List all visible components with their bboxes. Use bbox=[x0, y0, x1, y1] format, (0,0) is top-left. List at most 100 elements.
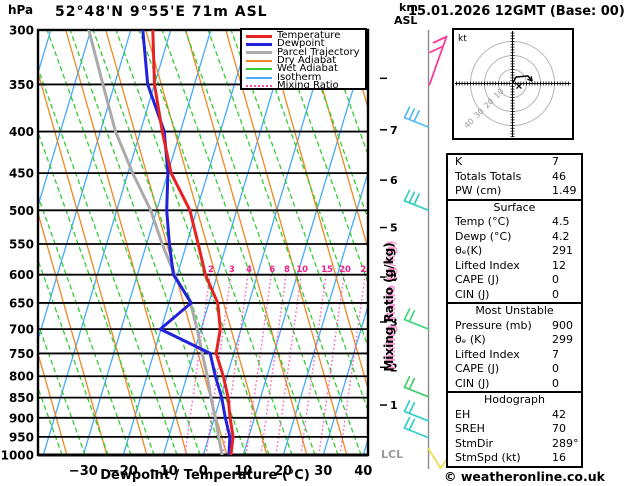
wind-barb-column bbox=[403, 30, 448, 469]
pressure-axis-labels: 300 350 400 450 500 550 600 650 700 750 800 850 900 9… bbox=[1, 24, 34, 463]
pressure-tick-label: 650 bbox=[9, 296, 34, 310]
wet-adiabat-line bbox=[115, 30, 270, 455]
pressure-tick-label: 400 bbox=[9, 125, 34, 139]
legend-swatch-isotherm bbox=[246, 76, 272, 79]
wet-adiabat-line bbox=[38, 322, 86, 455]
hodograph-unit-label: kt bbox=[458, 34, 467, 44]
stat-value: 0 bbox=[552, 362, 559, 375]
pressure-tick-label: 550 bbox=[9, 237, 34, 251]
stats-section: Surface Temp (°C) 4.5 Dewp (°C) 4.2 θₑ(K) 291 L… bbox=[448, 198, 581, 303]
stat-label: CAPE (J) bbox=[455, 362, 500, 375]
stat-value: 16 bbox=[552, 451, 566, 464]
background-lines: 2 3 4 6 8 10 15 20 25 bbox=[38, 30, 372, 455]
table-row: Dewp (°C) 4.2 bbox=[448, 230, 581, 245]
mixing-ratio-line bbox=[275, 267, 303, 455]
stat-label: StmDir bbox=[455, 436, 494, 450]
stat-label: CIN (J) bbox=[455, 376, 490, 390]
legend-label: Dry Adiabat bbox=[277, 55, 337, 67]
stats-section: Most Unstable Pressure (mb) 900 θₑ (K) 299 Li… bbox=[448, 302, 581, 391]
pressure-tick-label: 350 bbox=[9, 78, 34, 92]
mixing-ratio-value-label: 15 bbox=[321, 265, 333, 275]
legend-item: Parcel Trajectory bbox=[246, 47, 365, 57]
legend-label: Wet Adiabat bbox=[277, 63, 338, 75]
height-axis-ticks: 7 6 5 4 3 2 1 bbox=[380, 77, 398, 412]
mixing-ratio-value-label: 10 bbox=[296, 265, 308, 275]
km-tick-label: 7 bbox=[390, 124, 398, 137]
table-row: Totals Totals 46 bbox=[448, 170, 581, 185]
wet-adiabat-line bbox=[38, 130, 155, 455]
pressure-tick-label: 1000 bbox=[1, 449, 34, 463]
legend-swatch-parcel-trajectory bbox=[246, 51, 272, 55]
hodograph-trace bbox=[511, 75, 533, 84]
legend-item: Dewpoint bbox=[246, 39, 365, 49]
storm-motion-marker bbox=[516, 83, 522, 89]
wind-barb bbox=[428, 35, 448, 86]
stat-value: 4.2 bbox=[552, 229, 570, 243]
temperature-tick-label: 10 bbox=[234, 464, 252, 479]
plot-border bbox=[36, 28, 370, 457]
legend-label: Mixing Ratio bbox=[277, 79, 339, 91]
km-tick-label: 2 bbox=[390, 361, 398, 374]
pressure-gridlines bbox=[38, 29, 368, 457]
pressure-tick-label: 850 bbox=[9, 391, 34, 405]
stats-section-header: Hodograph bbox=[484, 393, 545, 406]
mixing-ratio-value-label: 25 bbox=[360, 265, 372, 275]
stat-label: Dewp (°C) bbox=[455, 229, 512, 243]
mixing-ratio-line bbox=[260, 267, 288, 455]
wind-barb bbox=[403, 189, 430, 212]
legend-swatch-dry-adiabat bbox=[246, 60, 272, 63]
hodograph-trace-arrowhead bbox=[530, 75, 533, 82]
wet-adiabat-line bbox=[69, 30, 224, 455]
isotherm-line bbox=[282, 170, 368, 455]
height-axis-unit: km bbox=[399, 1, 418, 14]
stat-value: 4.5 bbox=[552, 215, 570, 228]
wet-adiabat-line bbox=[46, 30, 201, 455]
pressure-tick-label: 700 bbox=[9, 323, 34, 337]
stat-value: 1.49 bbox=[552, 184, 577, 197]
table-row: θₑ (K) 299 bbox=[448, 333, 581, 348]
stat-label: θₑ(K) bbox=[455, 244, 483, 257]
table-row: Lifted Index 7 bbox=[448, 348, 581, 363]
wind-barb bbox=[403, 416, 430, 439]
mixing-ratio-line bbox=[318, 267, 346, 455]
pressure-tick-label: 900 bbox=[9, 411, 34, 425]
table-row: CIN (J) 0 bbox=[448, 288, 581, 303]
legend-item: Dry Adiabat bbox=[246, 55, 365, 67]
mixing-ratio-value-label: 20 bbox=[339, 265, 351, 275]
height-axis-unit-asl: ASL bbox=[394, 14, 418, 27]
table-row: θₑ(K) 291 bbox=[448, 244, 581, 259]
legend-item: Wet Adiabat bbox=[246, 63, 365, 75]
dry-adiabat-line bbox=[38, 70, 148, 455]
legend-label: Temperature bbox=[277, 30, 341, 42]
stat-value: 42 bbox=[552, 407, 566, 421]
copyright-link[interactable]: © weatheronline.co.uk bbox=[444, 469, 605, 484]
wet-adiabat-line bbox=[322, 30, 368, 157]
pressure-tick-label: 300 bbox=[9, 24, 34, 38]
pressure-tick-label: 450 bbox=[9, 167, 34, 181]
wet-adiabat-line bbox=[38, 258, 109, 455]
pressure-tick-label: 500 bbox=[9, 204, 34, 218]
wet-adiabat-line bbox=[184, 30, 339, 455]
temperature-tick-label: 30 bbox=[314, 464, 332, 479]
legend-item: Isotherm bbox=[246, 71, 365, 83]
temperature-tick-label: 20 bbox=[274, 464, 292, 479]
isotherm-line bbox=[38, 30, 92, 209]
stats-section-header: Most Unstable bbox=[475, 304, 554, 317]
mixing-ratio-value-label: 6 bbox=[269, 265, 275, 275]
pressure-tick-label: 950 bbox=[9, 430, 34, 444]
table-row: EH 42 bbox=[448, 408, 581, 423]
legend: Temperature Dewpoint Parcel Trajectory Dry … bbox=[240, 28, 367, 90]
mixing-ratio-line bbox=[184, 267, 212, 455]
stat-value: 299 bbox=[552, 333, 573, 346]
stat-value: 900 bbox=[552, 318, 573, 332]
dry-adiabat-line bbox=[185, 30, 308, 455]
wind-barb bbox=[427, 448, 448, 469]
legend-label: Isotherm bbox=[277, 71, 322, 83]
wet-adiabat-line bbox=[299, 30, 368, 221]
wet-adiabat-line bbox=[207, 30, 362, 455]
lcl-marker-label: LCL bbox=[381, 448, 404, 461]
wet-adiabat-line bbox=[138, 30, 293, 455]
